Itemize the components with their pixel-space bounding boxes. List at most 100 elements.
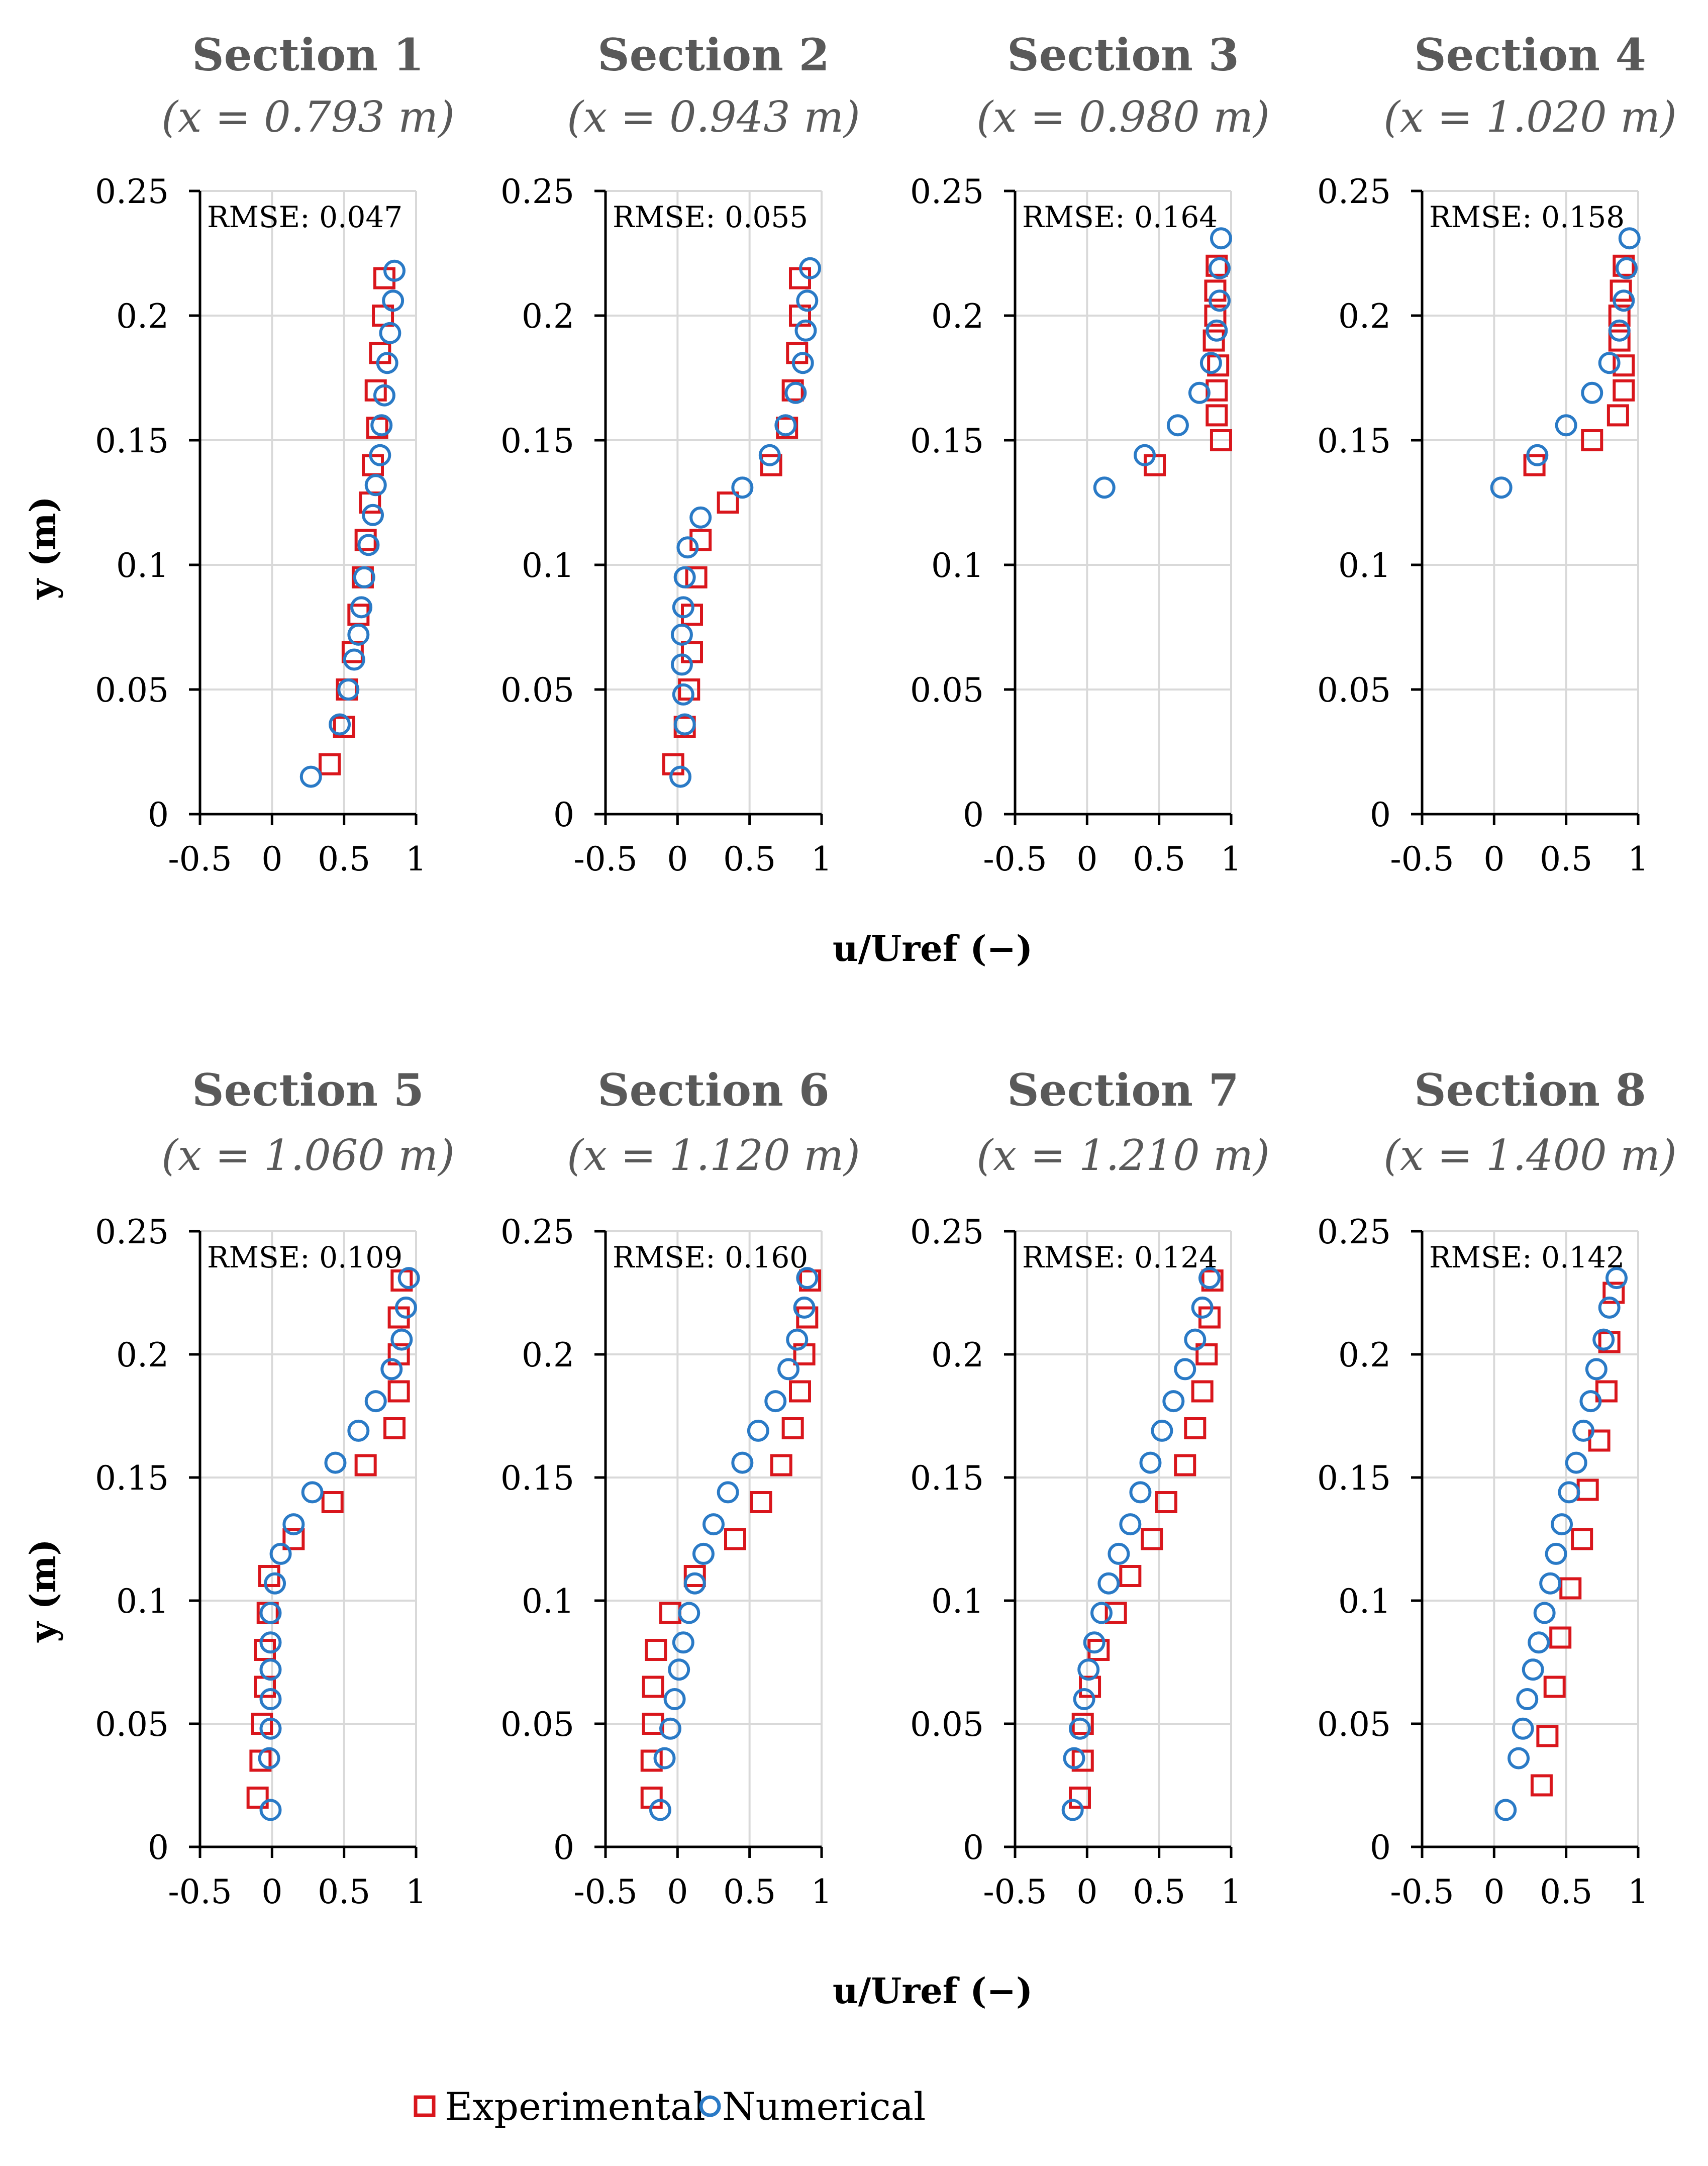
x-tick-label: 0.5 (1540, 840, 1592, 878)
x-tick-label: -0.5 (1390, 840, 1454, 878)
chart-subtitle: (x = 0.980 m) (976, 92, 1270, 142)
point-numerical (731, 1451, 754, 1474)
y-tick-label: 0.1 (931, 546, 984, 585)
point-numerical (301, 1481, 324, 1504)
chart-section-4: Section 4 (x = 1.020 m) 0 0.05 0.1 0.15 0.2 0.2… (1317, 29, 1677, 878)
point-numerical (337, 678, 360, 701)
x-tick-label: 0 (261, 1873, 282, 1911)
y-axis-title-row-1: y (m) (22, 496, 64, 600)
point-numerical (1119, 1513, 1142, 1536)
point-experimental (1588, 1429, 1611, 1452)
point-experimental (1204, 305, 1227, 327)
x-tick-label: 0.5 (723, 840, 776, 878)
chart-title: Section 1 (192, 29, 424, 81)
point-experimental (1536, 1725, 1559, 1747)
point-experimental (789, 1380, 811, 1403)
point-numerical (758, 444, 781, 466)
point-numerical (259, 1602, 282, 1624)
rmse-annotation: RMSE: 0.158 (1429, 200, 1625, 234)
point-numerical (259, 1717, 282, 1740)
y-tick-label: 0.1 (522, 546, 574, 585)
point-experimental (1608, 305, 1631, 327)
x-tick-label: 0 (667, 840, 688, 878)
point-numerical (1494, 1799, 1517, 1821)
point-numerical (282, 1513, 305, 1536)
point-numerical (1083, 1631, 1106, 1654)
y-tick-label: 0.05 (95, 1705, 169, 1744)
point-numerical (1598, 1296, 1621, 1319)
chart-title: Section 7 (1007, 1064, 1239, 1116)
x-tick-label: 1 (1628, 1873, 1649, 1911)
y-tick-label: 0 (963, 796, 984, 834)
point-numerical (747, 1419, 769, 1442)
chart-section-5: Section 5 (x = 1.060 m) 0 0.05 0.1 0.15 0.2 0.2… (95, 1064, 455, 1911)
y-tick-label: 0 (148, 1828, 169, 1867)
rmse-annotation: RMSE: 0.142 (1429, 1240, 1625, 1274)
point-numerical (1069, 1717, 1091, 1740)
point-experimental (1581, 429, 1603, 451)
point-numerical (678, 1602, 700, 1624)
point-numerical (397, 1267, 420, 1290)
point-numerical (353, 566, 375, 588)
x-tick-label: 1 (811, 840, 832, 878)
point-numerical (364, 1390, 387, 1413)
y-tick-label: 0.2 (522, 1336, 574, 1374)
point-experimental (1613, 254, 1635, 277)
point-numerical (1545, 1542, 1567, 1565)
y-tick-label: 0.15 (95, 1459, 169, 1498)
y-tick-label: 0.2 (931, 297, 984, 336)
chart-subtitle: (x = 1.020 m) (1383, 92, 1677, 142)
point-numerical (347, 1419, 370, 1442)
point-numerical (683, 1572, 706, 1595)
point-experimental (796, 1306, 819, 1329)
point-experimental (1155, 1491, 1177, 1513)
point-experimental (645, 1639, 667, 1661)
point-experimental (1595, 1380, 1618, 1403)
y-tick-label: 0.25 (95, 1213, 169, 1251)
chart-title: Section 3 (1007, 29, 1239, 81)
point-numerical (1565, 1451, 1587, 1474)
point-experimental (781, 379, 804, 402)
rmse-annotation: RMSE: 0.124 (1022, 1240, 1218, 1274)
y-tick-label: 0.15 (1317, 422, 1391, 460)
point-numerical (659, 1717, 681, 1740)
chart-section-1: Section 1 (x = 0.793 m) 0 0.05 0.1 0.15 0.2 0.2… (95, 29, 455, 878)
y-tick-label: 0.15 (910, 422, 984, 460)
point-numerical (1522, 1658, 1544, 1681)
point-numerical (717, 1481, 739, 1504)
point-numerical (376, 352, 398, 374)
point-experimental (1523, 454, 1546, 476)
point-numerical (799, 257, 822, 279)
point-numerical (382, 289, 405, 312)
y-tick-label: 0.05 (500, 1705, 574, 1744)
y-tick-label: 0.25 (1317, 172, 1391, 211)
point-experimental (717, 491, 739, 514)
point-numerical (350, 596, 373, 619)
point-numerical (689, 506, 712, 529)
rmse-annotation: RMSE: 0.055 (613, 200, 808, 234)
x-tick-label: -0.5 (983, 840, 1047, 878)
point-experimental (1202, 329, 1225, 352)
y-tick-label: 0.1 (116, 546, 169, 585)
chart-subtitle: (x = 1.120 m) (567, 1131, 860, 1180)
point-numerical (1199, 352, 1222, 374)
point-numerical (362, 504, 384, 526)
x-tick-label: 0.5 (1540, 1873, 1592, 1911)
point-numerical (702, 1513, 725, 1536)
point-numerical (1585, 1358, 1607, 1381)
point-experimental (1141, 1528, 1163, 1550)
point-experimental (1104, 1602, 1127, 1624)
y-tick-label: 0 (553, 1828, 574, 1867)
y-tick-label: 0.25 (1317, 1213, 1391, 1251)
point-numerical (731, 476, 754, 499)
x-tick-label: -0.5 (573, 840, 637, 878)
y-tick-label: 0 (553, 796, 574, 834)
point-experimental (354, 1454, 377, 1476)
point-numerical (1618, 227, 1641, 250)
point-numerical (1581, 381, 1603, 404)
point-numerical (1605, 1267, 1628, 1290)
point-numerical (1108, 1542, 1130, 1565)
point-numerical (1209, 257, 1231, 279)
point-experimental (1576, 1479, 1599, 1501)
chart-section-2: Section 2 (x = 0.943 m) 0 0.05 0.1 0.15 0.2 0.2… (500, 29, 860, 878)
